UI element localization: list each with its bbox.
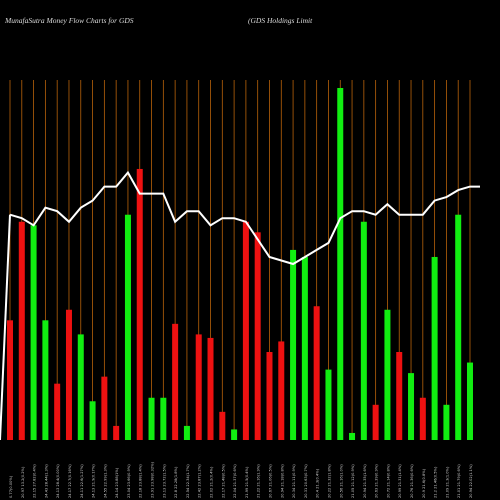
money-flow-bar — [266, 352, 273, 440]
money-flow-bar — [77, 334, 84, 440]
money-flow-bar — [467, 362, 473, 440]
money-flow-bar — [219, 411, 226, 440]
money-flow-bar — [372, 404, 379, 440]
money-flow-bar — [408, 373, 415, 440]
x-axis-label: 23.13 23.72(1.5%) — [162, 464, 166, 498]
money-flow-bar — [7, 320, 13, 440]
company-name: (GDS Holdings Limit — [248, 16, 313, 25]
money-flow-bar — [290, 249, 297, 440]
x-axis-label: 20.56 21.16(1.0%) — [339, 464, 343, 498]
x-axis-label: 24.11 22.6(1.27%) — [80, 464, 84, 498]
x-axis-label: 20.63 21.39(0.9%) — [375, 464, 379, 498]
x-axis-label: 20.94 21.18(0.8%) — [280, 464, 284, 498]
x-axis-label: 21.22 21.16(1.9%) — [257, 464, 261, 498]
money-flow-bar — [242, 221, 249, 440]
money-flow-bar — [172, 323, 179, 440]
money-flow-bars — [7, 88, 473, 440]
money-flow-bar — [89, 401, 96, 440]
money-flow-bar — [207, 337, 214, 440]
x-axis-label: 20.4 21.3(0.4%) — [316, 468, 320, 498]
money-flow-bar — [183, 425, 190, 440]
money-flow-bar — [301, 256, 308, 440]
money-flow-bar — [195, 334, 202, 440]
x-axis-label: 22.18 23.88(1.4%) — [139, 464, 143, 498]
x-axis-label: 20.67 21.06(0.5%) — [268, 464, 272, 498]
x-axis-labels: 0.77(0.00%) 20.97 13.2(0.2%) 22.15 27.82(0… — [9, 461, 473, 498]
x-axis-label: 0.77(0.00%) — [9, 475, 13, 498]
money-flow-bar — [443, 404, 450, 440]
x-axis-label: 20.94 22.02(1.1%) — [469, 464, 473, 498]
money-flow-bar — [160, 397, 167, 440]
x-axis-label: 21.2 21.46(0.5%) — [434, 466, 438, 498]
x-axis-label: 24.14 23.88(1%) — [115, 467, 119, 498]
money-flow-bar — [254, 232, 261, 440]
money-flow-bar — [325, 369, 332, 440]
x-axis-label: 22.17 21.48(0.5%) — [221, 464, 225, 498]
money-flow-bar — [313, 306, 320, 440]
money-flow-bar — [30, 225, 37, 440]
x-axis-label: 22.54 22.34(1.7%) — [186, 464, 190, 498]
x-axis-label: 21.01 21.79(0.6%) — [457, 464, 461, 498]
x-axis-label: 20.99 21.31(1.4%) — [398, 464, 402, 498]
money-flow-bar — [431, 256, 438, 440]
x-axis-label: 22.42 23.87(1.2%) — [198, 464, 202, 498]
chart-title: MunafaSutra Money Flow Charts for GDS — [5, 16, 134, 25]
x-axis-label: 20.31 20.63(0.7%) — [304, 464, 308, 498]
x-axis-label: 21.99 21.5(0.4%) — [245, 466, 249, 498]
money-flow-line-path — [9, 170, 480, 266]
x-axis-label: 24.13 21.9(0.17%) — [92, 464, 96, 498]
x-axis-label: 22.02 21.2(0.4%) — [210, 466, 214, 498]
money-flow-bar — [124, 214, 131, 440]
x-axis-label: 20.34 21.11(0.9%) — [292, 464, 296, 498]
money-flow-bar — [101, 376, 108, 440]
money-flow-bar — [18, 221, 25, 440]
x-axis-label: 20.94 21.35(1.6%) — [363, 464, 367, 498]
money-flow-line-start — [0, 214, 11, 441]
money-flow-bar — [148, 397, 155, 440]
x-axis-label: 20.72 21.14(0.8%) — [386, 464, 390, 498]
x-axis-label: 20.97 13.2(0.2%) — [21, 466, 25, 498]
money-flow-bar — [360, 221, 367, 440]
x-axis-label: 22.04 21.37(0.6%) — [233, 464, 237, 498]
money-flow-bar — [231, 429, 238, 440]
x-axis-label: 24.55 22.99(1.3%) — [103, 464, 107, 498]
x-axis-label: 22.8 22.28(1.8%) — [174, 466, 178, 498]
x-axis-label: 21.09 21.3(1.0%) — [445, 466, 449, 498]
money-flow-bar — [54, 383, 61, 440]
money-flow-bar — [337, 88, 344, 440]
x-axis-label: 20.76 21.36(0.6%) — [410, 464, 414, 498]
money-flow-bar — [136, 168, 143, 440]
x-axis-label: 23.91 23.98(0.32%) — [151, 461, 155, 498]
x-axis-label: 22.15 27.82(0.4%) — [33, 464, 37, 498]
money-flow-bar — [42, 320, 49, 440]
x-axis-label: 24.13 28.4(0.00%) — [56, 464, 60, 498]
x-axis-label: 20.22 21.32(1.8%) — [327, 464, 331, 498]
money-flow-bar — [65, 309, 72, 440]
money-flow-bar — [349, 432, 356, 440]
money-flow-bar — [278, 341, 285, 440]
x-axis-label: 24.43 28.44(1.3%) — [44, 464, 48, 498]
x-axis-label: 24.17 22.7(0.16%) — [68, 464, 72, 498]
x-axis-label: 20.9 21.6(0.8%) — [422, 468, 426, 498]
money-flow-bar — [419, 397, 426, 440]
money-flow-bar — [455, 214, 462, 440]
money-flow-bar — [113, 425, 120, 440]
money-flow-line — [0, 170, 480, 441]
money-flow-bar — [384, 309, 391, 440]
money-flow-bar — [396, 352, 403, 440]
x-axis-label: 21.05 21.12(0.9%) — [351, 464, 355, 498]
x-axis-label: 23.04 23.66(0.9%) — [127, 464, 131, 498]
